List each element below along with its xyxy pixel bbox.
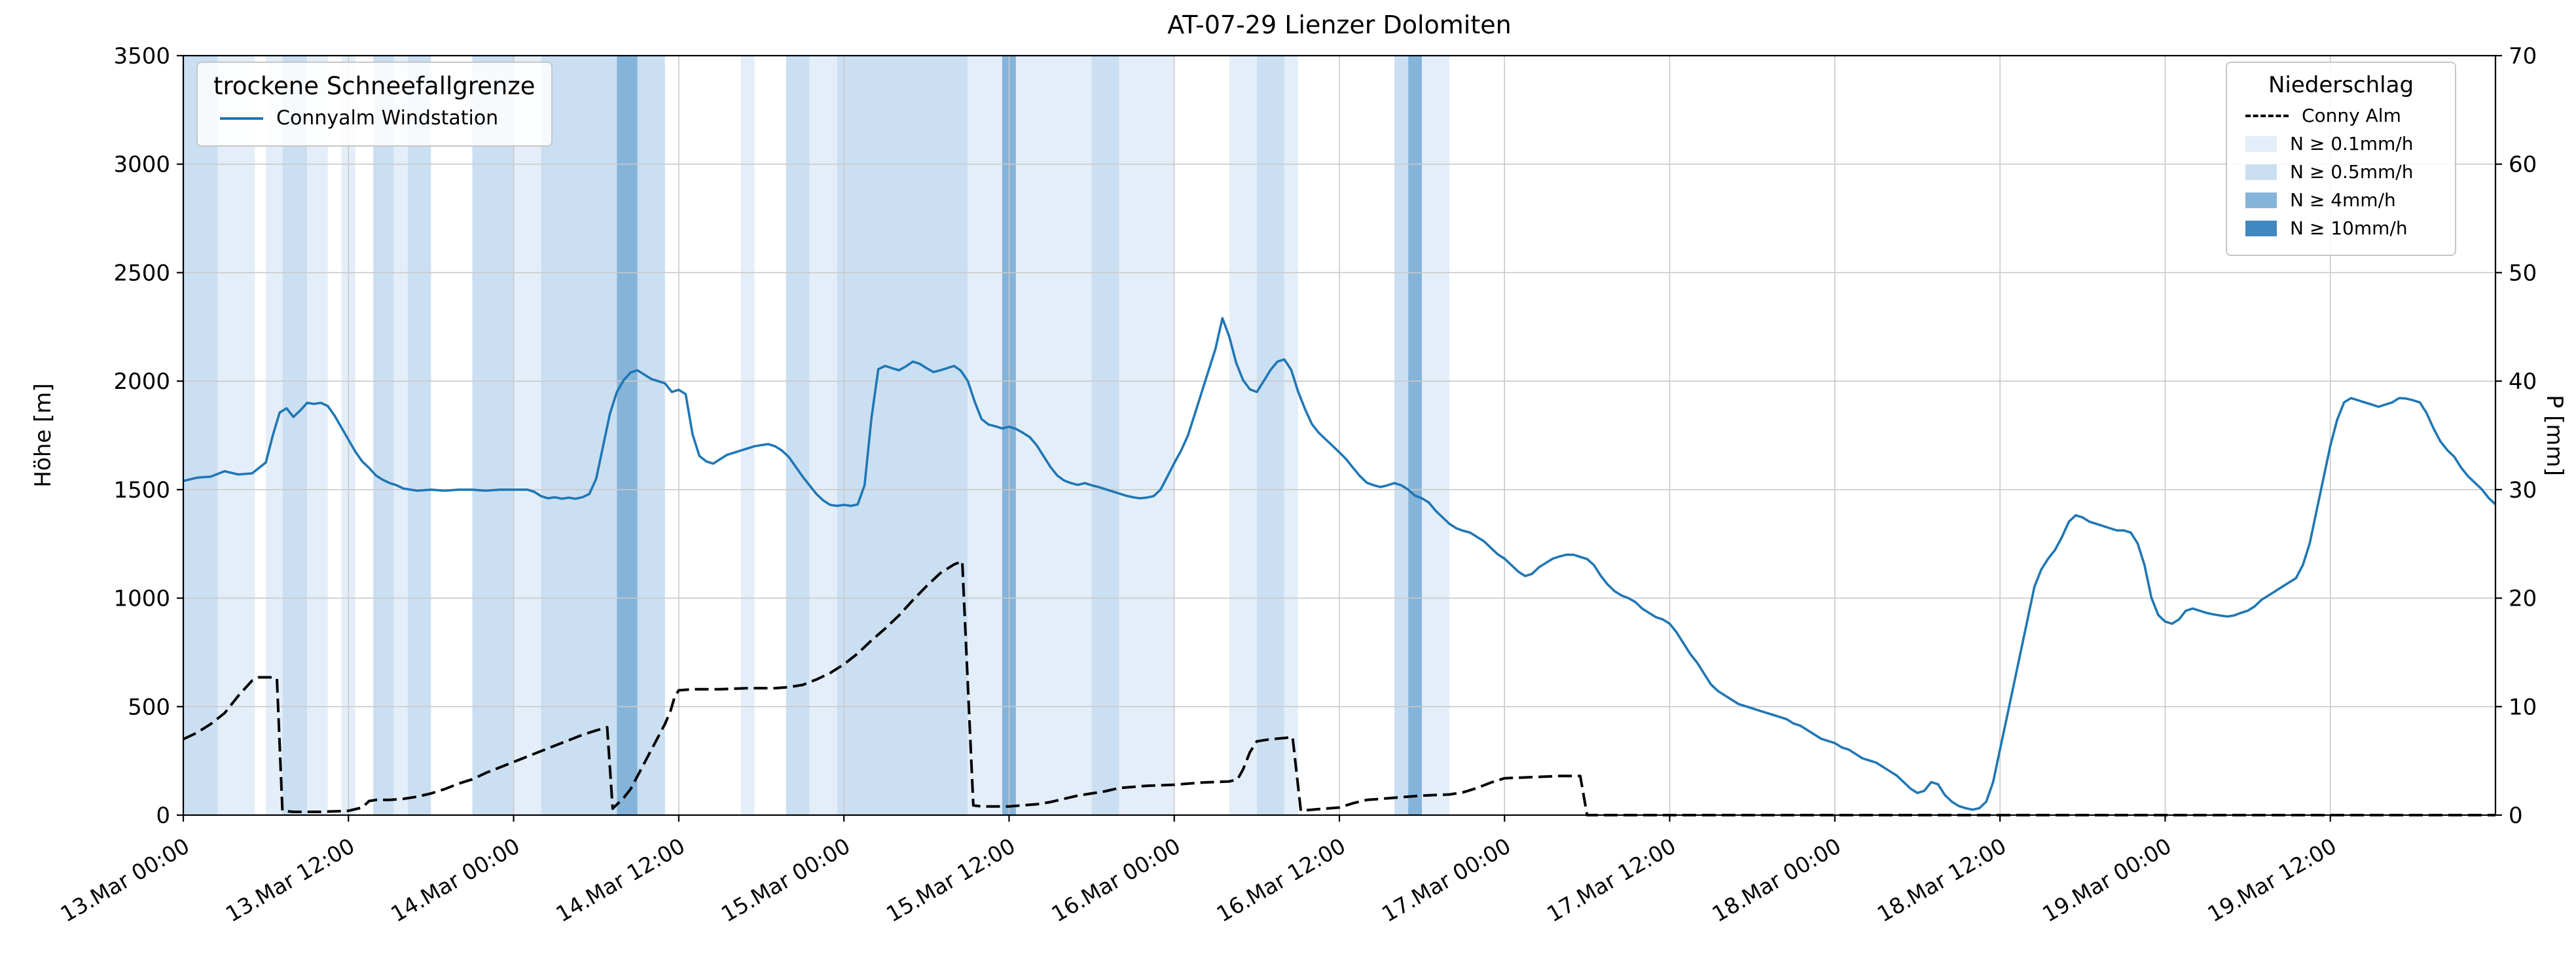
svg-text:1000: 1000 — [113, 586, 170, 612]
svg-text:19.Mar 00:00: 19.Mar 00:00 — [2038, 833, 2175, 927]
svg-text:50: 50 — [2509, 260, 2537, 286]
series-snowline-connyalm — [183, 317, 2497, 811]
legend-precip-title: Niederschlag — [2268, 72, 2414, 98]
svg-text:60: 60 — [2509, 152, 2537, 178]
svg-text:19.Mar 12:00: 19.Mar 12:00 — [2203, 833, 2340, 927]
svg-text:3500: 3500 — [113, 43, 170, 69]
legend-item-label: Connyalm Windstation — [276, 107, 499, 130]
legend-snowline-title: trockene Schneefallgrenze — [213, 72, 535, 100]
svg-text:14.Mar 00:00: 14.Mar 00:00 — [386, 833, 524, 927]
svg-text:1500: 1500 — [113, 477, 170, 503]
legend-item-conny-alm: Conny Alm — [2245, 105, 2437, 126]
legend-item-label: N ≥ 0.5mm/h — [2290, 161, 2414, 183]
dashed-line-swatch — [2245, 114, 2289, 117]
svg-text:0: 0 — [2509, 803, 2523, 829]
series-precip-conny-alm — [183, 560, 2495, 816]
legend-item-label: N ≥ 4mm/h — [2290, 189, 2396, 211]
chart-title: AT-07-29 Lienzer Dolomiten — [1167, 10, 1512, 39]
svg-text:30: 30 — [2509, 477, 2537, 503]
svg-text:500: 500 — [128, 694, 170, 720]
legend-item-label: N ≥ 10mm/h — [2290, 217, 2408, 239]
precip-10-swatch — [2245, 220, 2277, 236]
svg-text:40: 40 — [2509, 369, 2537, 395]
blue-line-swatch — [220, 117, 263, 120]
legend-item-n05: N ≥ 0.5mm/h — [2245, 161, 2437, 183]
svg-text:70: 70 — [2509, 43, 2537, 69]
legend-precip: Niederschlag Conny Alm N ≥ 0.1mm/h N ≥ 0… — [2226, 62, 2456, 256]
svg-text:0: 0 — [156, 803, 170, 829]
svg-text:15.Mar 12:00: 15.Mar 12:00 — [882, 833, 1019, 927]
svg-text:17.Mar 12:00: 17.Mar 12:00 — [1542, 833, 1680, 927]
svg-text:2000: 2000 — [113, 369, 170, 395]
svg-text:3000: 3000 — [113, 152, 170, 178]
svg-text:13.Mar 00:00: 13.Mar 00:00 — [56, 833, 194, 927]
legend-item-n10: N ≥ 10mm/h — [2245, 217, 2437, 239]
precip-bands — [183, 56, 1450, 815]
precip-01-swatch — [2245, 136, 2277, 152]
y-axis-label-left: Höhe [m] — [30, 383, 56, 488]
svg-text:16.Mar 00:00: 16.Mar 00:00 — [1047, 833, 1184, 927]
svg-text:2500: 2500 — [113, 260, 170, 286]
svg-text:18.Mar 12:00: 18.Mar 12:00 — [1873, 833, 2010, 927]
svg-text:20: 20 — [2509, 586, 2537, 612]
svg-text:15.Mar 00:00: 15.Mar 00:00 — [717, 833, 854, 927]
svg-text:14.Mar 12:00: 14.Mar 12:00 — [552, 833, 689, 927]
legend-item-label: Conny Alm — [2302, 105, 2401, 126]
y-axis-label-right: P [mm] — [2541, 394, 2567, 477]
legend-item-connyalm-windstation: Connyalm Windstation — [216, 107, 533, 130]
precip-05-swatch — [2245, 164, 2277, 180]
legend-item-label: N ≥ 0.1mm/h — [2290, 133, 2414, 155]
svg-text:17.Mar 00:00: 17.Mar 00:00 — [1377, 833, 1515, 927]
svg-text:10: 10 — [2509, 694, 2537, 720]
legend-snowline: trockene Schneefallgrenze Connyalm Winds… — [196, 62, 553, 147]
legend-item-n01: N ≥ 0.1mm/h — [2245, 133, 2437, 155]
legend-item-n4: N ≥ 4mm/h — [2245, 189, 2437, 211]
svg-text:13.Mar 12:00: 13.Mar 12:00 — [221, 833, 359, 927]
precip-4-swatch — [2245, 192, 2277, 208]
svg-text:18.Mar 00:00: 18.Mar 00:00 — [1708, 833, 1845, 927]
svg-text:16.Mar 12:00: 16.Mar 12:00 — [1212, 833, 1350, 927]
